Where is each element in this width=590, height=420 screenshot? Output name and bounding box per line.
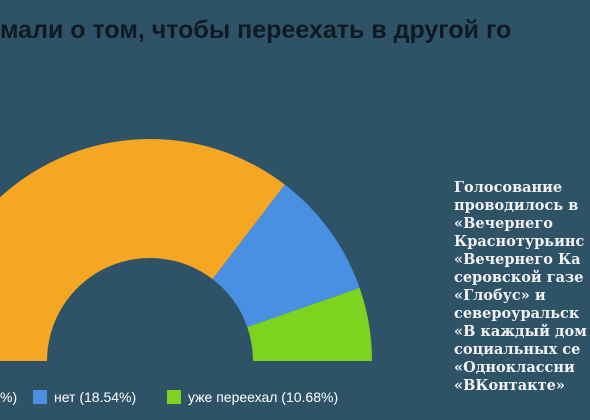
note-line: проводилось в [454, 197, 579, 214]
note-line: североуральск [454, 305, 580, 322]
note-line: Голосование [454, 179, 563, 196]
slice-da[interactable] [0, 139, 285, 361]
note-line: «Глобус» и [454, 287, 546, 304]
note-line: социальных се [454, 341, 581, 358]
note-line: серовской газе [454, 269, 584, 286]
note-line: «Одноклассни [454, 359, 575, 376]
slice-net[interactable] [212, 184, 360, 328]
legend-item-net[interactable]: нет (18.54%) [33, 386, 136, 408]
note-line: «Вечернего [454, 215, 553, 232]
legend-item-moved[interactable]: уже переехал (10.68%) [167, 386, 338, 408]
legend-swatch-moved [167, 390, 181, 404]
legend-label-moved: уже переехал (10.68%) [188, 389, 339, 405]
legend-label-net: нет (18.54%) [54, 389, 137, 405]
note-line: «Вечернего Ка [454, 251, 581, 268]
note-line: Краснотурьинс [454, 233, 585, 250]
note-line: «ВКонтакте» [454, 377, 565, 394]
legend-swatch-net [33, 390, 47, 404]
chart-legend: %) нет (18.54%) уже переехал (10.68%) [0, 386, 440, 410]
chart-title: мали о том, чтобы переехать в другой го [0, 16, 512, 44]
slice-moved[interactable] [247, 287, 372, 361]
note-line: «В каждый дом [454, 323, 587, 340]
legend-label-da: %) [0, 389, 18, 405]
legend-item-da[interactable]: %) [0, 386, 17, 408]
voting-note: Голосование проводилось в «Вечернего Кра… [454, 179, 590, 395]
